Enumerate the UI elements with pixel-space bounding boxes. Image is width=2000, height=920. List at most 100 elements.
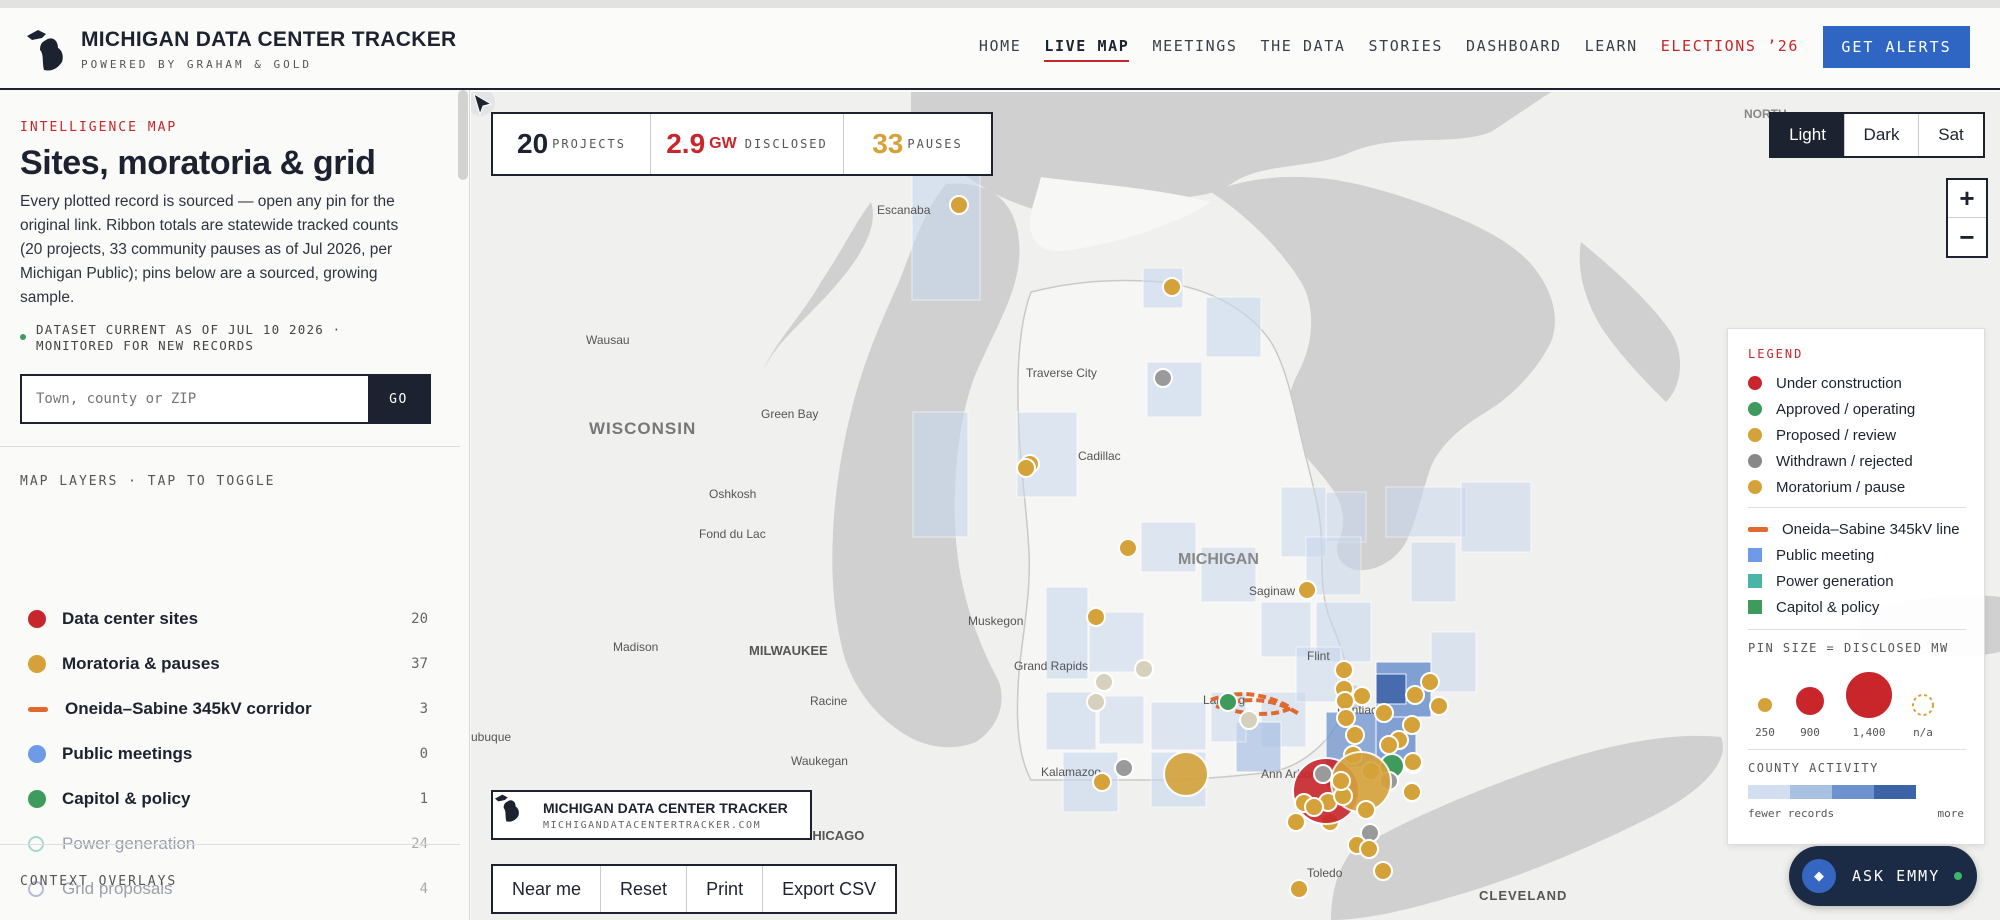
map-pin[interactable] [1356, 800, 1376, 820]
style-sat-button[interactable]: Sat [1938, 125, 1964, 144]
map-pin[interactable] [1016, 458, 1036, 478]
map-pin[interactable] [1373, 861, 1393, 881]
map-pin[interactable] [1331, 771, 1351, 791]
map-pin[interactable] [1239, 710, 1259, 730]
map-pin[interactable] [1086, 607, 1106, 627]
map-style-switch: Light Dark Sat [1769, 112, 1985, 158]
county-activity-scale [1748, 785, 1916, 799]
pin-size-samples [1756, 670, 1934, 720]
brand-subtitle: POWERED BY GRAHAM & GOLD [81, 58, 312, 71]
layer-toggle[interactable]: Oneida–Sabine 345kV corridor 3 [28, 694, 428, 724]
oneida-sabine-corridor[interactable] [1210, 692, 1301, 716]
layer-swatch [28, 706, 48, 712]
style-dark-button[interactable]: Dark [1845, 114, 1919, 156]
map-pin[interactable] [1218, 692, 1238, 712]
zoom-in-button[interactable]: + [1948, 180, 1986, 218]
map-pin[interactable] [1420, 672, 1440, 692]
watermark-url: MICHIGANDATACENTERTRACKER.COM [543, 820, 762, 831]
nav-meetings[interactable]: MEETINGS [1152, 37, 1238, 55]
layer-swatch [28, 745, 46, 763]
sidebar-scrollbar[interactable] [458, 90, 468, 180]
layer-toggle[interactable]: Public meetings 0 [28, 739, 428, 769]
location-search-input[interactable] [22, 376, 368, 422]
layer-toggle[interactable]: Grid proposals 4 [28, 874, 428, 904]
map-pin[interactable] [1118, 538, 1138, 558]
legend-label: Power generation [1776, 572, 1894, 590]
stat-label: PAUSES [907, 137, 963, 151]
map-pin[interactable] [1334, 660, 1354, 680]
map-label-city: Grand Rapids [1014, 659, 1088, 673]
legend-item: Moratorium / pause [1748, 477, 1905, 497]
style-light-button[interactable]: Light [1771, 114, 1845, 156]
map-pin[interactable] [1345, 725, 1365, 745]
map-pin[interactable] [1114, 758, 1134, 778]
map-label-city: Cadillac [1078, 449, 1121, 463]
map-pin[interactable] [1405, 685, 1425, 705]
scale-low-label: fewer records [1748, 807, 1835, 820]
sidebar-panel: INTELLIGENCE MAP Sites, moratoria & grid… [0, 90, 470, 920]
layer-label: Data center sites [62, 609, 199, 628]
map-pin[interactable] [1092, 772, 1112, 792]
nav-live-map[interactable]: LIVE MAP [1044, 32, 1130, 62]
map-pin[interactable] [1086, 692, 1106, 712]
map-pin[interactable] [1313, 764, 1333, 784]
michigan-logo-icon[interactable] [24, 26, 66, 74]
map-pin[interactable] [1402, 782, 1422, 802]
layer-toggle[interactable]: Capitol & policy 1 [28, 784, 428, 814]
ask-emmy-button[interactable]: ◆ ASK EMMY [1789, 846, 1977, 906]
layer-toggle[interactable]: Data center sites 20 [28, 604, 428, 634]
near-me-button[interactable]: Near me [493, 866, 602, 912]
nav-learn[interactable]: LEARN [1584, 37, 1638, 55]
context-overlays-heading: CONTEXT OVERLAYS [20, 874, 178, 889]
michigan-logo-icon [495, 794, 519, 822]
map-pin[interactable] [1304, 797, 1324, 817]
layer-label: Public meetings [62, 744, 193, 763]
stat-pauses: 33 PAUSES [844, 114, 991, 174]
map-pin[interactable] [1094, 672, 1114, 692]
map-pin[interactable] [1429, 696, 1449, 716]
sidebar-description: Every plotted record is sourced — open a… [20, 193, 399, 306]
map-pin[interactable] [1134, 659, 1154, 679]
reset-button[interactable]: Reset [601, 866, 688, 912]
nav-dashboard[interactable]: DASHBOARD [1465, 37, 1562, 55]
nav-stories[interactable]: STORIES [1368, 37, 1443, 55]
map-label-state: MICHIGAN [1178, 551, 1259, 568]
layer-toggle[interactable]: Moratoria & pauses 37 [28, 649, 428, 679]
map-pin[interactable] [1403, 752, 1423, 772]
map-pin[interactable] [1336, 708, 1356, 728]
size-label: n/a [1913, 726, 1933, 739]
print-button[interactable]: Print [687, 866, 764, 912]
nav-the-data[interactable]: THE DATA [1260, 37, 1346, 55]
map-pin[interactable] [1352, 686, 1372, 706]
layer-label: Oneida–Sabine 345kV corridor [65, 699, 312, 718]
export-csv-button[interactable]: Export CSV [782, 878, 877, 899]
map-pin[interactable] [1402, 715, 1422, 735]
legend-label: Proposed / review [1776, 426, 1897, 444]
nav-elections[interactable]: ELECTIONS ’26 [1660, 37, 1799, 55]
divider [0, 844, 460, 845]
layer-count: 37 [411, 656, 428, 672]
zoom-out-button[interactable]: − [1959, 221, 1975, 252]
brand-title[interactable]: MICHIGAN DATA CENTER TRACKER [81, 28, 457, 51]
map-pin[interactable] [1163, 751, 1209, 797]
stat-unit: GW [709, 135, 737, 152]
search-go-button[interactable]: GO [368, 376, 429, 422]
stat-value: 33 [872, 128, 904, 159]
map-pin[interactable] [1153, 368, 1173, 388]
layer-label: Moratoria & pauses [62, 654, 220, 673]
map-canvas[interactable]: WISCONSIN MICHIGAN Wausau Green Bay Oshk… [471, 92, 2000, 920]
stat-value: 2.9 [666, 128, 706, 159]
map-pin[interactable] [1162, 277, 1182, 297]
layer-count: 1 [419, 791, 428, 807]
map-pin[interactable] [1359, 839, 1379, 859]
map-pin[interactable] [1297, 580, 1317, 600]
map-pin[interactable] [1379, 735, 1399, 755]
map-pin[interactable] [1335, 691, 1355, 711]
map-pin[interactable] [1286, 812, 1306, 832]
nav-home[interactable]: HOME [978, 37, 1022, 55]
map-pin[interactable] [949, 195, 969, 215]
county-activity-caption: COUNTY ACTIVITY [1748, 761, 1879, 775]
map-pin[interactable] [1289, 879, 1309, 899]
map-pin[interactable] [1374, 703, 1394, 723]
get-alerts-button[interactable]: GET ALERTS [1823, 26, 1970, 68]
